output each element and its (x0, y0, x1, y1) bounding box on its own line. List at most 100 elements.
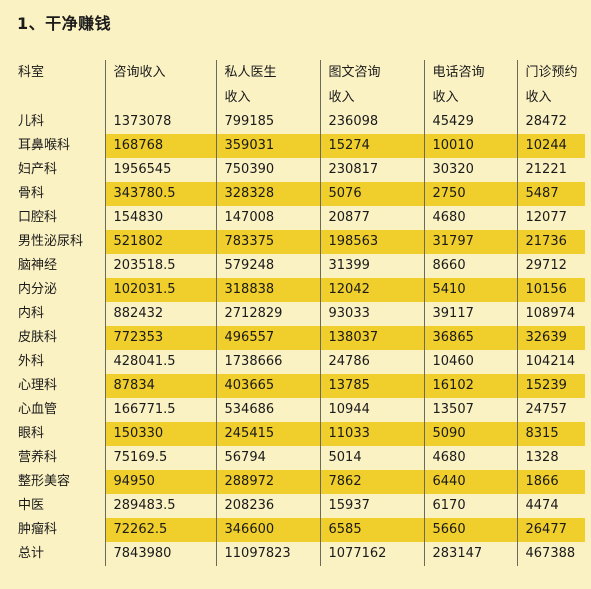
phone-consult-income-cell: 5090 (423, 422, 517, 446)
department-cell: 儿科 (18, 114, 45, 129)
clinic-appointment-income-cell: 24757 (516, 398, 585, 422)
department-cell: 心理科 (18, 378, 58, 393)
text-consult-income-cell: 236098 (319, 110, 424, 134)
phone-consult-income-cell: 13507 (423, 398, 517, 422)
text-consult-income-cell: 31399 (319, 254, 424, 278)
text-consult-income-cell: 230817 (319, 158, 424, 182)
table-row: 儿科 1373078 799185 236098 45429 28472 (10, 110, 585, 134)
clinic-appointment-income-cell: 32639 (516, 326, 585, 350)
department-cell: 内分泌 (18, 282, 58, 297)
phone-consult-income-cell: 39117 (423, 302, 517, 326)
private-doctor-income-cell: 799185 (215, 110, 320, 134)
text-consult-income-cell: 10944 (319, 398, 424, 422)
table-row: 营养科 75169.5 56794 5014 4680 1328 (10, 446, 585, 470)
text-consult-income-cell: 13785 (319, 374, 424, 398)
column-header-clinic-appointment-income: 门诊预约 收入 (516, 60, 585, 110)
table-row: 肿瘤科 72262.5 346600 6585 5660 26477 (10, 518, 585, 542)
private-doctor-income-cell: 496557 (215, 326, 320, 350)
phone-consult-income-cell: 2750 (423, 182, 517, 206)
text-consult-income-cell: 5076 (319, 182, 424, 206)
consult-income-cell: 882432 (104, 302, 216, 326)
table-row: 脑神经 203518.5 579248 31399 8660 29712 (10, 254, 585, 278)
consult-income-cell: 166771.5 (104, 398, 216, 422)
phone-consult-income-cell: 45429 (423, 110, 517, 134)
phone-consult-income-cell: 36865 (423, 326, 517, 350)
private-doctor-income-cell: 288972 (215, 470, 320, 494)
department-cell: 妇产科 (18, 162, 58, 177)
phone-consult-income-cell: 6440 (423, 470, 517, 494)
page-title: 1、干净赚钱 (17, 14, 112, 33)
text-consult-income-cell: 6585 (319, 518, 424, 542)
clinic-appointment-income-cell: 10244 (516, 134, 585, 158)
department-cell: 内科 (18, 306, 45, 321)
clinic-appointment-income-cell: 467388 (516, 542, 585, 566)
consult-income-cell: 428041.5 (104, 350, 216, 374)
table-row: 整形美容 94950 288972 7862 6440 1866 (10, 470, 585, 494)
column-header-consult-income: 咨询收入 (104, 60, 216, 110)
clinic-appointment-income-cell: 29712 (516, 254, 585, 278)
clinic-appointment-income-cell: 104214 (516, 350, 585, 374)
consult-income-cell: 343780.5 (104, 182, 216, 206)
consult-income-cell: 772353 (104, 326, 216, 350)
private-doctor-income-cell: 750390 (215, 158, 320, 182)
phone-consult-income-cell: 5410 (423, 278, 517, 302)
phone-consult-income-cell: 5660 (423, 518, 517, 542)
department-cell: 心血管 (18, 402, 58, 417)
consult-income-cell: 72262.5 (104, 518, 216, 542)
phone-consult-income-cell: 16102 (423, 374, 517, 398)
consult-income-cell: 1956545 (104, 158, 216, 182)
phone-consult-income-cell: 8660 (423, 254, 517, 278)
table-row: 心血管 166771.5 534686 10944 13507 24757 (10, 398, 585, 422)
consult-income-cell: 87834 (104, 374, 216, 398)
private-doctor-income-cell: 534686 (215, 398, 320, 422)
department-cell: 口腔科 (18, 210, 58, 225)
private-doctor-income-cell: 2712829 (215, 302, 320, 326)
private-doctor-income-cell: 579248 (215, 254, 320, 278)
consult-income-cell: 521802 (104, 230, 216, 254)
private-doctor-income-cell: 147008 (215, 206, 320, 230)
clinic-appointment-income-cell: 1328 (516, 446, 585, 470)
column-header-department: 科室 (18, 65, 45, 80)
clinic-appointment-income-cell: 21221 (516, 158, 585, 182)
department-cell: 外科 (18, 354, 45, 369)
department-cell: 耳鼻喉科 (18, 138, 71, 153)
clinic-appointment-income-cell: 108974 (516, 302, 585, 326)
private-doctor-income-cell: 783375 (215, 230, 320, 254)
private-doctor-income-cell: 56794 (215, 446, 320, 470)
department-cell: 骨科 (18, 186, 45, 201)
text-consult-income-cell: 15274 (319, 134, 424, 158)
text-consult-income-cell: 138037 (319, 326, 424, 350)
table-row: 妇产科 1956545 750390 230817 30320 21221 (10, 158, 585, 182)
clinic-appointment-income-cell: 12077 (516, 206, 585, 230)
department-cell: 总计 (18, 546, 45, 561)
text-consult-income-cell: 1077162 (319, 542, 424, 566)
text-consult-income-cell: 20877 (319, 206, 424, 230)
department-cell: 男性泌尿科 (18, 234, 84, 249)
private-doctor-income-cell: 245415 (215, 422, 320, 446)
department-cell: 营养科 (18, 450, 58, 465)
table-header-row: 科室 咨询收入 私人医生 收入 图文咨询 收入 电话咨询 收入 门诊预约 收入 (10, 60, 585, 110)
phone-consult-income-cell: 10460 (423, 350, 517, 374)
private-doctor-income-cell: 403665 (215, 374, 320, 398)
consult-income-cell: 7843980 (104, 542, 216, 566)
department-cell: 中医 (18, 498, 45, 513)
table-row: 男性泌尿科 521802 783375 198563 31797 21736 (10, 230, 585, 254)
table-row: 外科 428041.5 1738666 24786 10460 104214 (10, 350, 585, 374)
table-row: 内分泌 102031.5 318838 12042 5410 10156 (10, 278, 585, 302)
table-row: 心理科 87834 403665 13785 16102 15239 (10, 374, 585, 398)
department-cell: 眼科 (18, 426, 45, 441)
phone-consult-income-cell: 31797 (423, 230, 517, 254)
private-doctor-income-cell: 1738666 (215, 350, 320, 374)
clinic-appointment-income-cell: 28472 (516, 110, 585, 134)
clinic-appointment-income-cell: 21736 (516, 230, 585, 254)
clinic-appointment-income-cell: 5487 (516, 182, 585, 206)
clinic-appointment-income-cell: 4474 (516, 494, 585, 518)
column-header-private-doctor-income: 私人医生 收入 (215, 60, 320, 110)
text-consult-income-cell: 7862 (319, 470, 424, 494)
total-row: 总计 7843980 11097823 1077162 283147 467388 (10, 542, 585, 566)
clinic-appointment-income-cell: 15239 (516, 374, 585, 398)
phone-consult-income-cell: 6170 (423, 494, 517, 518)
phone-consult-income-cell: 10010 (423, 134, 517, 158)
consult-income-cell: 289483.5 (104, 494, 216, 518)
text-consult-income-cell: 198563 (319, 230, 424, 254)
